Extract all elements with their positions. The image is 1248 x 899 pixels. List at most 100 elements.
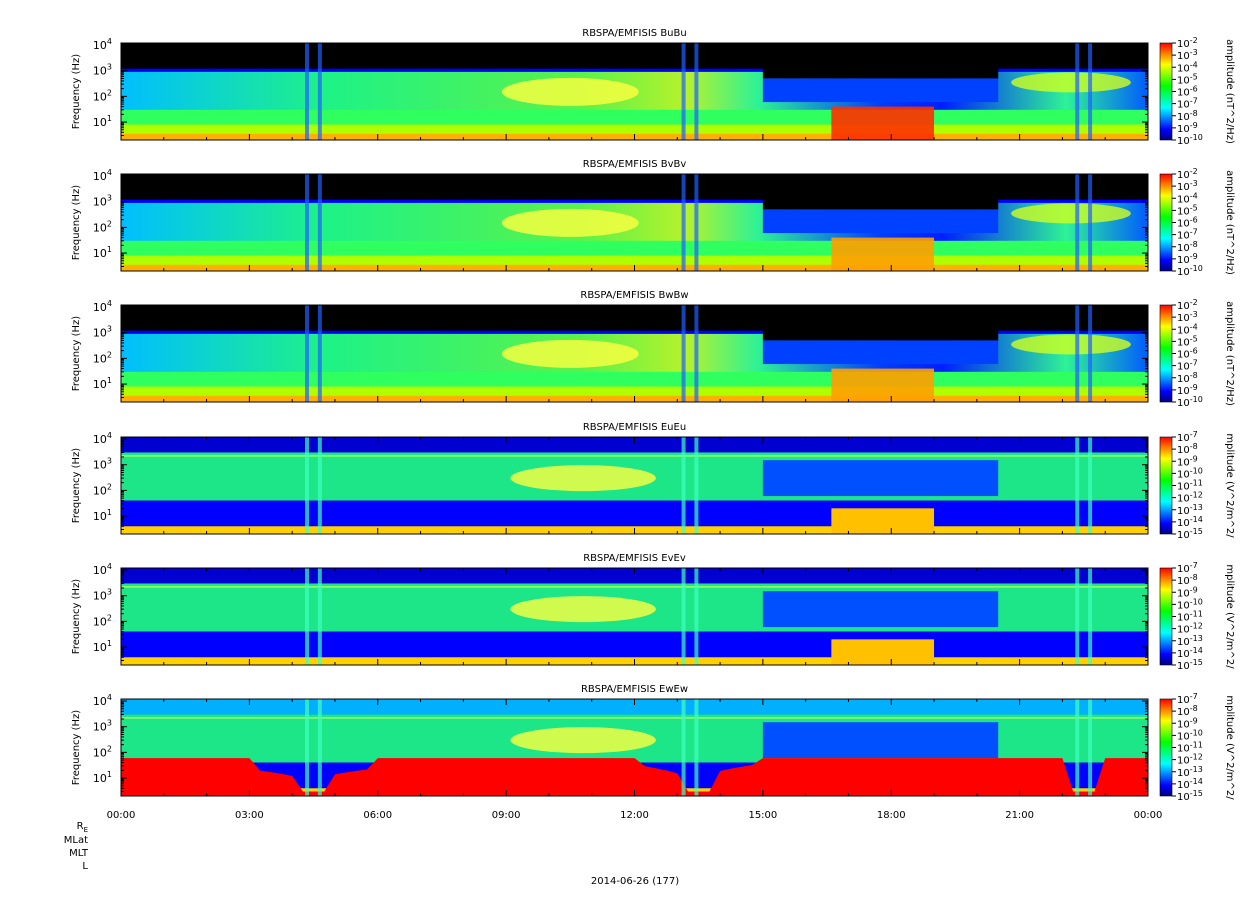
hiss-hump bbox=[510, 727, 656, 754]
hiss-hump-late bbox=[1011, 334, 1131, 355]
band-block bbox=[831, 639, 935, 665]
y-tick-label: 104 bbox=[93, 37, 112, 52]
y-tick-label: 102 bbox=[93, 219, 112, 234]
colorbar-tick-label: 10-8 bbox=[1177, 704, 1198, 718]
event-stripe bbox=[317, 174, 322, 271]
colorbar-tick-label: 10-2 bbox=[1177, 298, 1198, 312]
event-stripe bbox=[694, 43, 699, 140]
event-stripe bbox=[317, 568, 322, 665]
colorbar-tick-label: 10-15 bbox=[1177, 789, 1203, 803]
y-axis-label: Frequency (Hz) bbox=[71, 448, 82, 524]
spectrogram-5 bbox=[121, 568, 1148, 665]
event-stripe bbox=[1088, 437, 1093, 534]
orbit-label-mlat: MLat bbox=[64, 835, 88, 846]
quiet-blue bbox=[762, 209, 999, 234]
y-tick-label: 102 bbox=[93, 482, 112, 497]
event-stripe bbox=[305, 568, 310, 665]
event-stripe bbox=[317, 699, 322, 796]
quiet-region bbox=[762, 722, 999, 759]
colorbar-tick-label: 10-6 bbox=[1177, 347, 1198, 361]
colorbar-tick-label: 10-8 bbox=[1177, 109, 1198, 123]
panel-5: RBSPA/EMFISIS EvEv Frequency (Hz) 101 102 10… bbox=[71, 553, 1235, 672]
colorbar-tick-label: 10-4 bbox=[1177, 191, 1198, 205]
panel-2: RBSPA/EMFISIS BvBv Frequency (Hz) 101 102 10… bbox=[71, 159, 1235, 278]
quiet-region bbox=[762, 460, 999, 497]
colorbar-label: amplitude (nT^2/Hz) bbox=[1224, 39, 1235, 144]
colorbar-tick-label: 10-8 bbox=[1177, 371, 1198, 385]
colorbar-tick-label: 10-14 bbox=[1177, 646, 1203, 660]
colorbar-tick-label: 10-9 bbox=[1177, 121, 1198, 135]
colorbar-tick-label: 10-7 bbox=[1177, 359, 1198, 373]
y-tick-label: 103 bbox=[93, 194, 112, 209]
event-stripe bbox=[694, 174, 699, 271]
colorbar-label: amplitude (nT^2/Hz) bbox=[1224, 170, 1235, 275]
colorbar-tick-label: 10-9 bbox=[1177, 252, 1198, 266]
hiss-hump bbox=[510, 465, 656, 492]
colorbar-tick-label: 10-9 bbox=[1177, 383, 1198, 397]
band-block bbox=[831, 368, 935, 402]
colorbar-tick-label: 10-4 bbox=[1177, 322, 1198, 336]
y-tick-label: 104 bbox=[93, 693, 112, 708]
quiet-blue bbox=[762, 78, 999, 103]
quiet-region bbox=[762, 305, 999, 341]
colorbar-tick-label: 10-3 bbox=[1177, 179, 1198, 193]
colorbar-tick-label: 10-10 bbox=[1177, 728, 1203, 742]
colorbar bbox=[1159, 304, 1173, 403]
hiss-hump bbox=[501, 208, 639, 237]
y-tick-label: 101 bbox=[93, 245, 112, 260]
y-axis-label: Frequency (Hz) bbox=[71, 710, 82, 786]
colorbar bbox=[1159, 436, 1173, 535]
colorbar-tick-label: 10-2 bbox=[1177, 167, 1198, 181]
y-tick-label: 102 bbox=[93, 744, 112, 759]
x-tick-label: 06:00 bbox=[363, 810, 392, 821]
orbit-labels: RE MLat MLT L bbox=[64, 821, 89, 872]
colorbar-tick-label: 10-12 bbox=[1177, 491, 1203, 505]
y-tick-label: 103 bbox=[93, 719, 112, 734]
colorbar-tick-label: 10-10 bbox=[1177, 133, 1203, 147]
x-axis: 00:00 03:00 06:00 09:00 12:00 15:00 18:00 21:00… bbox=[107, 810, 1163, 821]
spectrogram-4 bbox=[121, 437, 1148, 534]
event-stripe bbox=[1088, 43, 1093, 140]
colorbar-tick-label: 10-13 bbox=[1177, 503, 1203, 517]
x-tick-label: 12:00 bbox=[620, 810, 649, 821]
y-tick-label: 104 bbox=[93, 431, 112, 446]
colorbar-tick-label: 10-7 bbox=[1177, 430, 1198, 444]
band-block bbox=[831, 237, 935, 271]
colorbar-tick-label: 10-13 bbox=[1177, 765, 1203, 779]
event-stripe bbox=[317, 305, 322, 402]
y-tick-label: 101 bbox=[93, 114, 112, 129]
event-stripe bbox=[317, 43, 322, 140]
colorbar-tick-label: 10-10 bbox=[1177, 466, 1203, 480]
colorbar-tick-label: 10-2 bbox=[1177, 36, 1198, 50]
colorbar bbox=[1159, 173, 1173, 272]
x-tick-label: 15:00 bbox=[748, 810, 777, 821]
colorbar-tick-label: 10-12 bbox=[1177, 622, 1203, 636]
y-axis-label: Frequency (Hz) bbox=[71, 185, 82, 261]
event-stripe bbox=[694, 699, 699, 796]
panels: RBSPA/EMFISIS BuBu Frequency (Hz) 101 102 10… bbox=[71, 28, 1235, 803]
colorbar-tick-label: 10-15 bbox=[1177, 527, 1203, 541]
event-stripe bbox=[1088, 699, 1093, 796]
quiet-blue bbox=[762, 340, 999, 365]
colorbar-tick-label: 10-12 bbox=[1177, 753, 1203, 767]
colorbar-tick-label: 10-8 bbox=[1177, 442, 1198, 456]
colorbar bbox=[1159, 567, 1173, 666]
event-stripe bbox=[1088, 174, 1093, 271]
y-tick-label: 103 bbox=[93, 325, 112, 340]
colorbar bbox=[1159, 42, 1173, 141]
event-stripe bbox=[694, 437, 699, 534]
event-stripe bbox=[694, 568, 699, 665]
colorbar-tick-label: 10-10 bbox=[1177, 264, 1203, 278]
panel-title: RBSPA/EMFISIS EvEv bbox=[583, 553, 686, 564]
colorbar-tick-label: 10-11 bbox=[1177, 479, 1203, 493]
event-stripe bbox=[305, 43, 310, 140]
event-stripe bbox=[681, 437, 686, 534]
colorbar-tick-label: 10-14 bbox=[1177, 515, 1203, 529]
colorbar bbox=[1159, 698, 1173, 797]
panel-title: RBSPA/EMFISIS BwBw bbox=[580, 290, 688, 301]
colorbar-label: mplitude (V^2/m^2/ bbox=[1224, 564, 1235, 669]
panel-1: RBSPA/EMFISIS BuBu Frequency (Hz) 101 102 10… bbox=[71, 28, 1235, 147]
event-stripe bbox=[1075, 699, 1080, 796]
orbit-label-re: RE bbox=[77, 821, 88, 834]
hiss-hump bbox=[501, 339, 639, 368]
